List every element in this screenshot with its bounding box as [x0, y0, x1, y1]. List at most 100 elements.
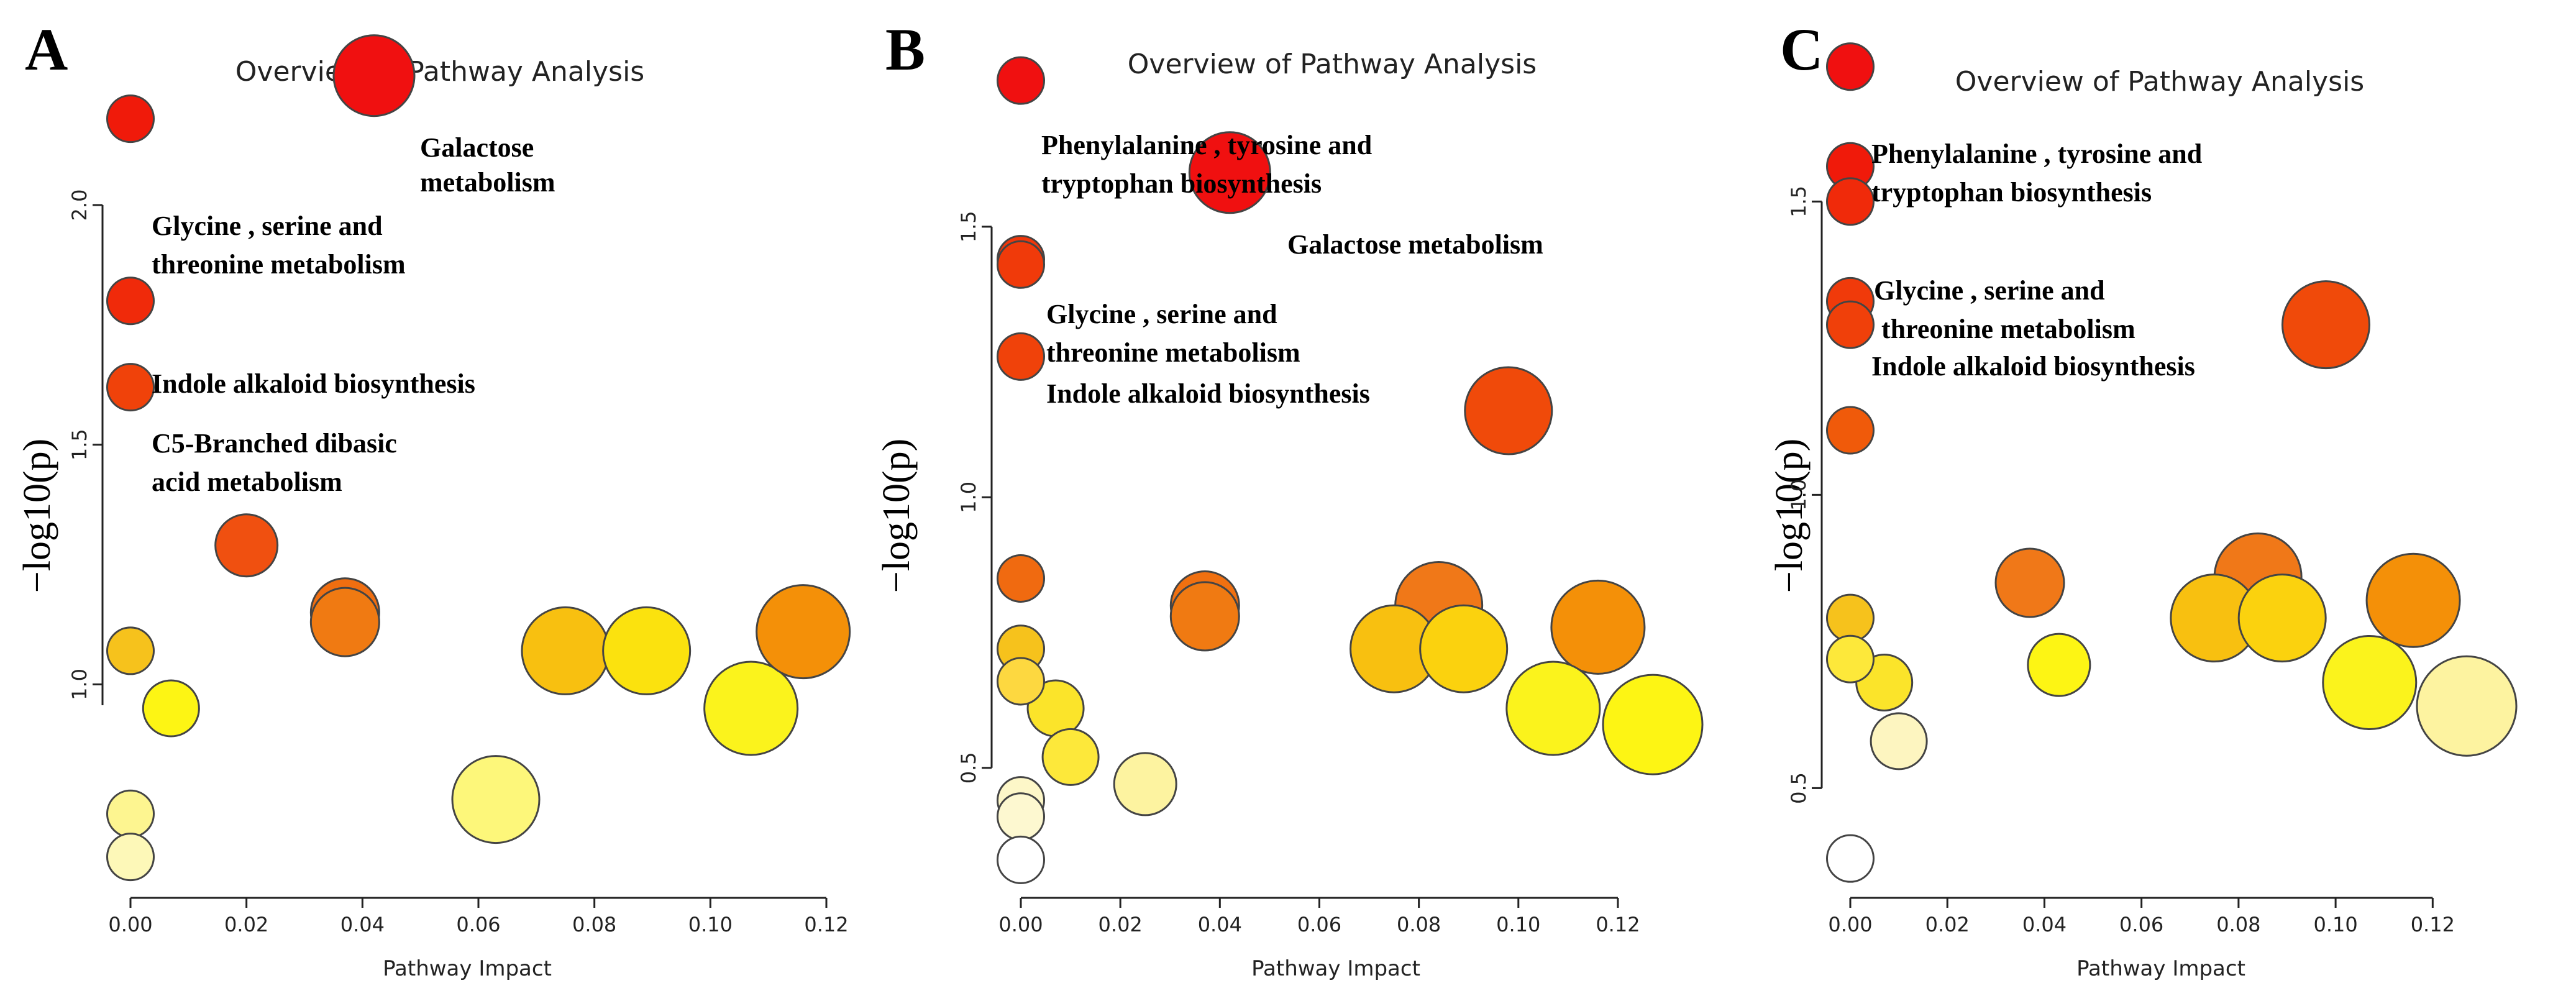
panel-c-title: Overview of Pathway Analysis	[1955, 66, 2364, 98]
y-tick-label: 0.5	[1787, 772, 1811, 804]
x-tick-label: 0.10	[688, 913, 733, 936]
pathway-bubble	[106, 94, 155, 144]
annotation-phenylalanine-tyrosine: Phenylalanine , tyrosine and tryptophan …	[1871, 139, 2209, 208]
pathway-bubble	[1826, 42, 1875, 91]
pathway-bubble	[1994, 547, 2065, 618]
pathway-bubble	[1505, 660, 1601, 756]
x-tick-label: 0.00	[108, 913, 152, 936]
pathway-bubble	[2365, 552, 2461, 648]
x-tick-label: 0.12	[2411, 913, 2455, 936]
x-tick-label: 0.10	[1496, 913, 1540, 936]
panel-b-annotations: Phenylalanine , tyrosine and tryptophan …	[1041, 130, 1543, 409]
x-tick-label: 0.02	[1925, 913, 1970, 936]
panel-a-axes: 0.00 0.02 0.04 0.06 0.08 0.10 0.12 1.0 1.5 2.0	[68, 190, 849, 936]
y-tick-label: 1.5	[957, 211, 980, 242]
pathway-bubble	[1550, 579, 1646, 675]
panel-c-axes: 0.00 0.02 0.04 0.06 0.08 0.10 0.12 0.5 1.0 1.5	[1787, 186, 2455, 936]
panel-letter-a: A	[25, 16, 68, 83]
x-tick-label: 0.04	[2022, 913, 2067, 936]
pathway-bubble	[1826, 593, 1875, 642]
pathway-bubble	[106, 833, 155, 882]
pathway-bubble	[703, 660, 799, 756]
panel-b: B Overview of Pathway Analysis Pathway I…	[875, 16, 1704, 981]
pathway-bubble	[1826, 300, 1875, 349]
panel-letter-c: C	[1780, 16, 1823, 83]
panel-b-y-axis-label: −log10(p)	[875, 439, 918, 593]
panel-c-annotations: Phenylalanine , tyrosine and tryptophan …	[1871, 139, 2209, 382]
panel-a-annotations: Galactose metabolism Glycine , serine an…	[152, 132, 555, 497]
x-tick-label: 0.12	[804, 913, 848, 936]
panel-c-x-axis-label: Pathway Impact	[2076, 956, 2245, 981]
annotation-galactose-metabolism: Galactose metabolism	[420, 132, 555, 198]
pathway-bubble	[997, 240, 1045, 289]
pathway-bubble	[1602, 674, 1704, 775]
y-tick-label: 1.5	[68, 429, 91, 460]
pathway-bubble	[106, 789, 155, 838]
pathway-bubble	[309, 587, 380, 657]
panel-b-title: Overview of Pathway Analysis	[1128, 48, 1537, 80]
pathway-bubble	[521, 606, 610, 695]
panel-a-title: Overview of Pathway Analysis	[235, 56, 644, 88]
annotation-indole-alkaloid: Indole alkaloid biosynthesis	[1871, 351, 2195, 382]
pathway-bubble	[1826, 834, 1875, 883]
panel-b-axes: 0.00 0.02 0.04 0.06 0.08 0.10 0.12 0.5 1.0 1.5	[957, 211, 1640, 936]
pathway-bubble	[106, 363, 155, 412]
pathway-bubble	[2237, 574, 2327, 663]
pathway-bubble	[1041, 728, 1100, 786]
panel-b-x-axis-label: Pathway Impact	[1251, 956, 1420, 981]
panel-a: A Overview of Pathway Analysis Pathway I…	[16, 16, 851, 981]
annotation-c5-branched: C5-Branched dibasic acid metabolism	[152, 428, 404, 497]
annotation-galactose-metabolism: Galactose metabolism	[1287, 229, 1543, 260]
pathway-bubble	[2027, 633, 2091, 697]
x-tick-label: 0.06	[2119, 913, 2163, 936]
pathway-bubble	[142, 679, 200, 738]
pathway-bubble	[1464, 366, 1553, 455]
y-tick-label: 1.0	[68, 669, 91, 700]
panel-a-x-axis-label: Pathway Impact	[383, 956, 552, 981]
x-tick-label: 0.10	[2313, 913, 2357, 936]
pathway-bubble	[332, 34, 416, 117]
pathway-bubble	[1419, 604, 1509, 693]
pathway-bubble	[1113, 752, 1177, 816]
pathway-bubble	[106, 626, 155, 675]
annotation-glycine-serine-threonine: Glycine , serine and threonine metabolis…	[1874, 275, 2135, 344]
y-tick-label: 0.5	[957, 752, 980, 784]
pathway-bubble	[997, 792, 1045, 841]
x-tick-label: 0.08	[572, 913, 616, 936]
pathway-bubble	[997, 56, 1045, 105]
x-tick-label: 0.04	[1198, 913, 1242, 936]
x-tick-label: 0.12	[1596, 913, 1640, 936]
y-tick-label: 2.0	[68, 190, 91, 221]
pathway-bubble	[1826, 634, 1875, 683]
x-tick-label: 0.08	[2216, 913, 2260, 936]
pathway-bubble	[997, 332, 1045, 381]
pathway-bubble	[997, 657, 1045, 706]
y-tick-label: 1.5	[1787, 186, 1811, 217]
x-tick-label: 0.06	[1297, 913, 1341, 936]
pathway-bubble	[2322, 634, 2418, 730]
pathway-bubble	[997, 835, 1045, 884]
x-tick-label: 0.02	[224, 913, 268, 936]
pathway-bubble	[602, 606, 692, 695]
annotation-glycine-serine-threonine: Glycine , serine and threonine metabolis…	[152, 211, 406, 280]
x-tick-label: 0.06	[456, 913, 500, 936]
pathway-bubble	[1870, 712, 1928, 770]
annotation-glycine-serine-threonine: Glycine , serine and threonine metabolis…	[1046, 299, 1300, 368]
pathway-bubble	[451, 755, 541, 844]
panel-letter-b: B	[885, 16, 925, 83]
pathway-bubble	[214, 513, 279, 578]
pathway-bubble	[756, 584, 851, 680]
x-tick-label: 0.04	[340, 913, 385, 936]
panel-b-bubbles	[997, 56, 1704, 884]
pathway-bubble	[1826, 177, 1875, 226]
pathway-bubble	[2281, 280, 2370, 370]
annotation-indole-alkaloid: Indole alkaloid biosynthesis	[1046, 378, 1370, 409]
annotation-indole-alkaloid: Indole alkaloid biosynthesis	[152, 368, 475, 399]
panel-a-bubbles	[106, 34, 851, 882]
x-tick-label: 0.00	[1828, 913, 1872, 936]
panel-c-bubbles	[1826, 42, 2518, 883]
pathway-bubble	[1188, 131, 1271, 214]
pathway-bubble	[997, 554, 1045, 603]
x-tick-label: 0.00	[998, 913, 1043, 936]
